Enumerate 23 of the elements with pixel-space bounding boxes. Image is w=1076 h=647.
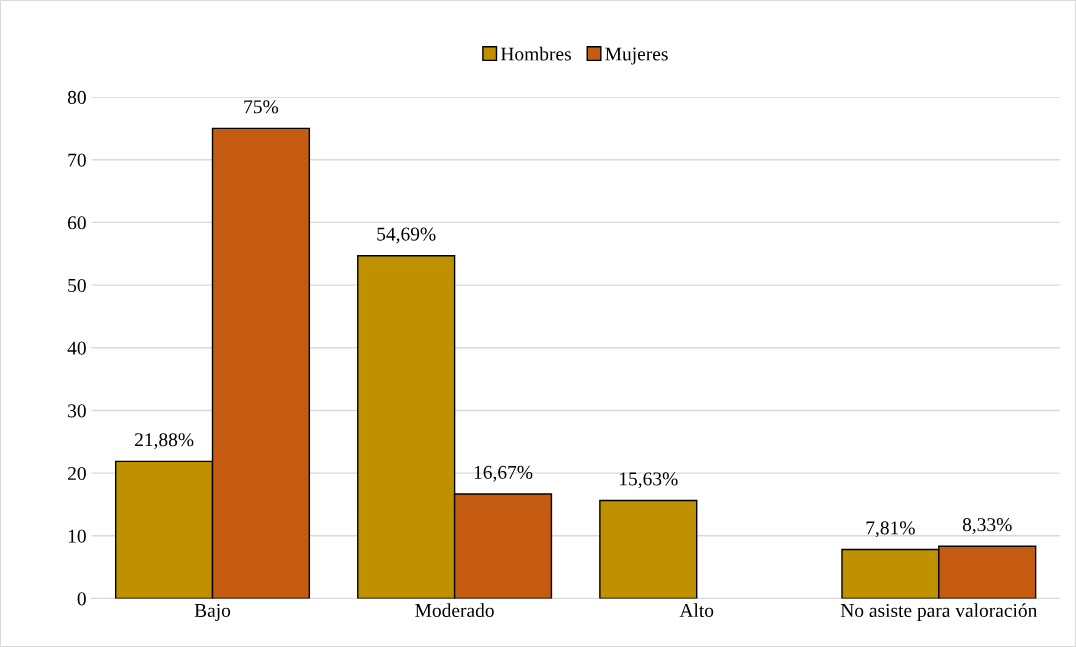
y-tick-label: 60	[67, 216, 86, 230]
y-tick-label: 70	[68, 153, 86, 167]
x-tick-label: Moderado	[415, 603, 494, 618]
y-tick-label: 80	[67, 90, 86, 104]
y-tick-label: 20	[68, 466, 86, 481]
y-tick-label: 40	[67, 341, 86, 355]
data-label: 54,69%	[377, 227, 436, 244]
legend-label: Hombres	[500, 46, 571, 61]
data-label: 8,33%	[962, 518, 1012, 534]
y-tick-label: 50	[68, 278, 86, 293]
data-label: 15,63%	[620, 472, 678, 489]
x-tick-label: Alto	[679, 603, 714, 618]
x-tick-label: No asiste para valoración	[840, 603, 1038, 621]
legend-label: Mujeres	[605, 47, 668, 65]
x-tick-label: Bajo	[194, 603, 231, 621]
y-tick-label: 30	[68, 404, 86, 418]
data-label: 21,88%	[134, 433, 194, 450]
bar	[599, 499, 698, 599]
data-label: 75%	[244, 100, 279, 114]
y-tick-label: 0	[77, 592, 86, 606]
y-tick-label: 10	[68, 529, 86, 543]
data-label: 16,67%	[474, 465, 533, 482]
data-label: 7,81%	[866, 521, 915, 538]
